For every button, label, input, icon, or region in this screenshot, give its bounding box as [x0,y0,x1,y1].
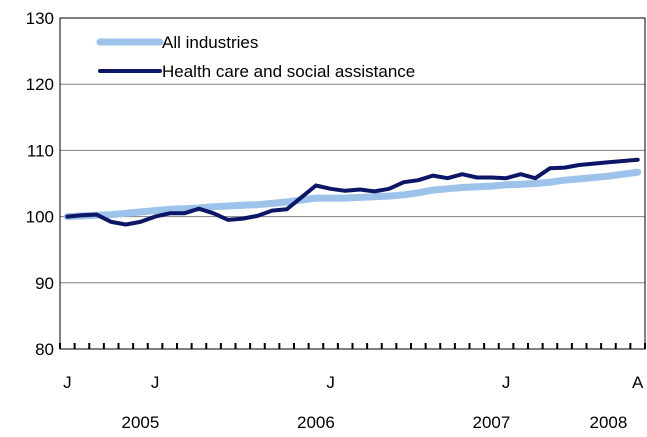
year-label: 2007 [473,413,511,432]
series-line [63,168,642,221]
series-line [65,157,640,227]
y-tick-label: 90 [35,274,54,293]
y-tick-label: 130 [26,9,54,28]
legend: All industries Health care and social ass… [96,33,415,81]
y-tick-label: 100 [26,208,54,227]
legend-label: All industries [162,33,258,52]
x-tick-label: J [151,373,160,392]
x-tick-label: J [502,373,511,392]
y-tick-label: 120 [26,75,54,94]
axes: 80 90 100 110 120 130 J J J J A 2005 2006 2007 2008 [26,9,646,432]
legend-label: Health care and social assistance [162,62,415,81]
y-tick-label: 80 [35,340,54,359]
year-label: 2006 [297,413,335,432]
x-tick-label: J [326,373,335,392]
y-tick-label: 110 [27,141,54,160]
year-label: 2005 [122,413,160,432]
year-label: 2008 [590,413,628,432]
x-tick-label: A [632,373,644,392]
series-lines [63,157,642,227]
x-tick-label: J [63,373,72,392]
